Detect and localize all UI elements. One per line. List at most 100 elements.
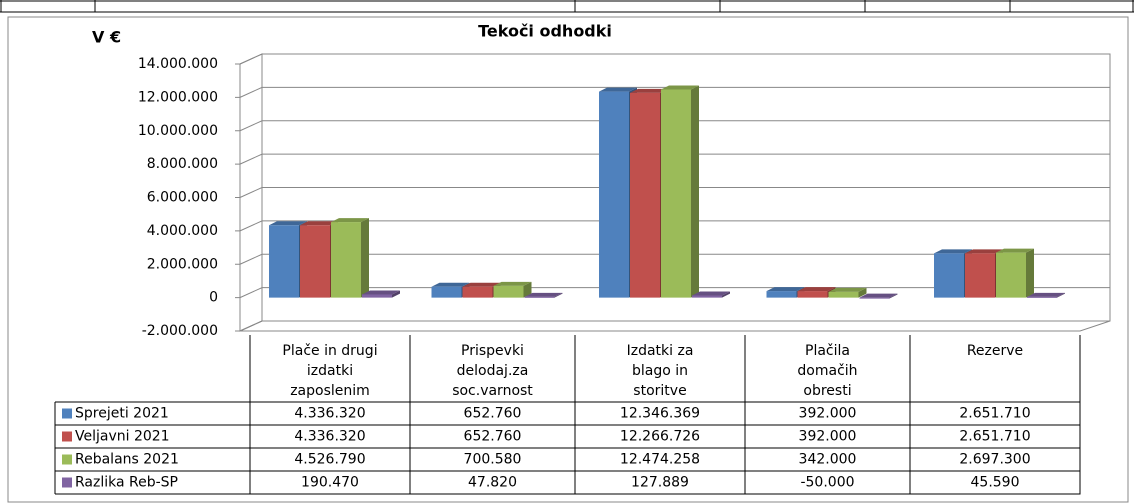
category-label: Plače in drugi (282, 343, 377, 359)
bar-top (431, 282, 470, 287)
category-label: izdatki (307, 363, 353, 379)
bar-side (392, 290, 400, 298)
category-label: soc.varnost (452, 383, 533, 399)
legend-label: Veljavni 2021 (75, 429, 170, 445)
legend-swatch (62, 477, 72, 488)
bar-front (859, 297, 890, 299)
bar-top (362, 290, 400, 295)
y-tick-label: 2.000.000 (147, 256, 218, 272)
data-label: 2.651.710 (959, 429, 1030, 445)
data-label: 392.000 (799, 406, 857, 422)
bar-side (361, 218, 369, 298)
bar (692, 291, 730, 298)
data-label: 4.336.320 (294, 429, 365, 445)
bar-front (269, 225, 299, 298)
bar-front (599, 91, 629, 298)
grid-line (239, 53, 1110, 65)
grid-line (239, 86, 1110, 98)
category-label: obresti (803, 383, 851, 399)
category-label: domačih (797, 363, 857, 379)
grid-line (239, 253, 1110, 265)
y-tick-label: 12.000.000 (138, 89, 218, 105)
bar-top (692, 291, 730, 296)
category-label: Rezerve (967, 343, 1023, 359)
bar-front (431, 286, 462, 298)
bar-front (331, 222, 361, 298)
bar-top (661, 85, 699, 90)
grid-line (239, 153, 1110, 165)
data-label: 4.526.790 (294, 452, 365, 468)
category-label: storitve (633, 383, 686, 399)
legend-label: Rebalans 2021 (75, 452, 179, 468)
bar-front (797, 291, 828, 298)
bar (1027, 292, 1065, 298)
legend-label: Sprejeti 2021 (75, 406, 169, 422)
legend-swatch (62, 408, 72, 419)
bar (661, 85, 699, 298)
data-label: 12.266.726 (620, 429, 700, 445)
bar-top (462, 282, 501, 287)
data-label: 190.470 (301, 475, 359, 491)
chart-title: Tekoči odhodki (478, 22, 612, 41)
bar-side (1057, 292, 1065, 298)
bar-side (858, 287, 867, 298)
category-label: delodaj.za (457, 363, 529, 379)
bar-front (300, 225, 330, 298)
bar-top (524, 292, 563, 297)
legend-label: Razlika Reb-SP (75, 475, 178, 491)
bar-top (630, 88, 668, 93)
y-tick-label: 8.000.000 (147, 156, 218, 172)
y-tick-label: 4.000.000 (147, 223, 218, 239)
data-label: 47.820 (468, 475, 517, 491)
category-label: Prispevki (461, 343, 524, 359)
y-axis-label: V € (92, 28, 121, 47)
bar-top (797, 287, 836, 292)
bar-front (766, 291, 797, 298)
bar-top (1027, 292, 1065, 297)
bar-side (554, 292, 563, 298)
bar-front (362, 294, 392, 298)
legend-swatch (62, 454, 72, 465)
bar (828, 287, 867, 298)
legend-swatch (62, 431, 72, 442)
bar-top (934, 249, 972, 254)
data-label: -50.000 (800, 475, 854, 491)
y-tick-label: 6.000.000 (147, 190, 218, 206)
category-label: Izdatki za (627, 343, 694, 359)
data-label: 2.651.710 (959, 406, 1030, 422)
grid-line (239, 187, 1110, 198)
bar-top (859, 293, 898, 298)
bar-top (996, 248, 1034, 253)
bar-top (766, 287, 805, 292)
bar-front (661, 89, 691, 298)
data-label: 45.590 (971, 475, 1020, 491)
bar-side (722, 291, 730, 298)
bar-front (965, 253, 995, 298)
data-label: 12.474.258 (620, 452, 700, 468)
top-table-strip (0, 0, 1134, 13)
bar-front (934, 253, 964, 298)
bar (493, 281, 532, 298)
bar-top (331, 218, 369, 223)
bar-front (996, 252, 1026, 298)
y-tick-label: 0 (209, 290, 218, 306)
grid-line (239, 220, 1110, 232)
bar-side (523, 281, 532, 298)
data-label: 392.000 (799, 429, 857, 445)
bar-top (269, 221, 307, 226)
data-label: 652.760 (464, 429, 522, 445)
y-tick-label: -2.000.000 (142, 323, 218, 339)
grid-line (239, 320, 1110, 332)
bar-front (1027, 296, 1057, 298)
category-label: zaposlenim (290, 383, 370, 399)
bar-front (828, 291, 859, 298)
data-label: 700.580 (464, 452, 522, 468)
bar-side (889, 293, 898, 299)
data-label: 342.000 (799, 452, 857, 468)
bar (859, 293, 898, 299)
bar-top (493, 281, 532, 286)
category-label: blago in (632, 363, 688, 379)
data-label: 4.336.320 (294, 406, 365, 422)
data-label: 12.346.369 (620, 406, 700, 422)
data-label: 652.760 (464, 406, 522, 422)
